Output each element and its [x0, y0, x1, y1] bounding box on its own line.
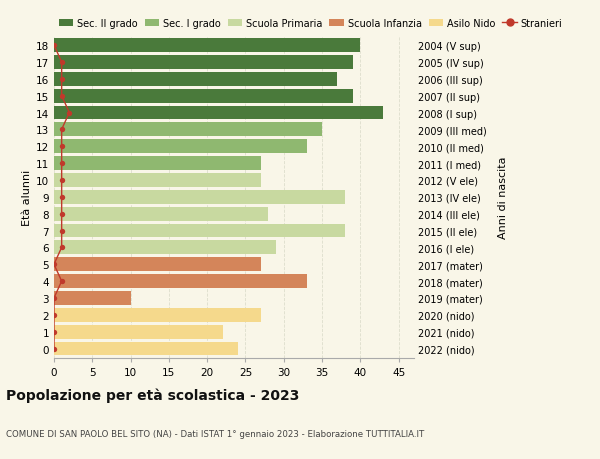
- Point: [57, 227, 67, 235]
- Point: [49, 312, 59, 319]
- Bar: [54, 157, 261, 171]
- Bar: [54, 123, 322, 137]
- Bar: [54, 190, 345, 204]
- Bar: [54, 342, 238, 356]
- Point: [57, 278, 67, 285]
- Point: [57, 244, 67, 252]
- Bar: [54, 90, 353, 103]
- Bar: [54, 56, 353, 70]
- Bar: [54, 274, 307, 288]
- Bar: [54, 174, 261, 187]
- Y-axis label: Età alunni: Età alunni: [22, 169, 32, 225]
- Point: [49, 345, 59, 353]
- Text: Popolazione per età scolastica - 2023: Popolazione per età scolastica - 2023: [6, 388, 299, 403]
- Text: COMUNE DI SAN PAOLO BEL SITO (NA) - Dati ISTAT 1° gennaio 2023 - Elaborazione TU: COMUNE DI SAN PAOLO BEL SITO (NA) - Dati…: [6, 429, 424, 438]
- Bar: [54, 291, 131, 305]
- Point: [57, 211, 67, 218]
- Legend: Sec. II grado, Sec. I grado, Scuola Primaria, Scuola Infanzia, Asilo Nido, Stran: Sec. II grado, Sec. I grado, Scuola Prim…: [59, 19, 563, 28]
- Point: [49, 261, 59, 269]
- Bar: [54, 140, 307, 154]
- Bar: [54, 224, 345, 238]
- Point: [57, 160, 67, 168]
- Bar: [54, 258, 261, 272]
- Point: [57, 126, 67, 134]
- Point: [65, 110, 74, 117]
- Point: [49, 328, 59, 336]
- Point: [57, 177, 67, 184]
- Point: [57, 76, 67, 83]
- Point: [57, 194, 67, 201]
- Bar: [54, 325, 223, 339]
- Point: [57, 93, 67, 100]
- Point: [49, 42, 59, 50]
- Point: [57, 143, 67, 151]
- Point: [57, 59, 67, 67]
- Bar: [54, 207, 268, 221]
- Point: [49, 295, 59, 302]
- Bar: [54, 39, 361, 53]
- Bar: [54, 73, 337, 86]
- Bar: [54, 308, 261, 322]
- Y-axis label: Anni di nascita: Anni di nascita: [498, 156, 508, 239]
- Bar: [54, 241, 276, 255]
- Bar: [54, 106, 383, 120]
